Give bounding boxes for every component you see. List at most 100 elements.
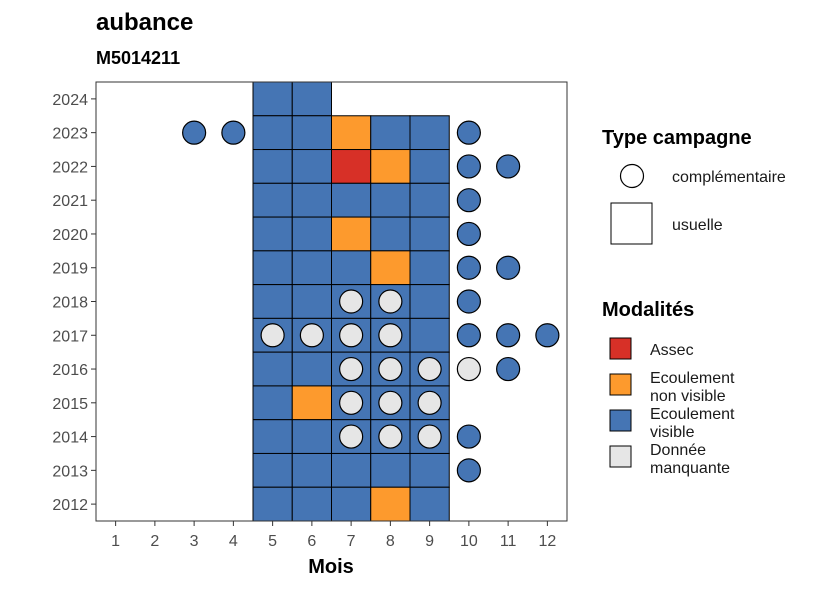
point-2015-7	[339, 390, 364, 415]
tile-2023-9	[409, 115, 450, 151]
x-tick-label-7: 7	[347, 533, 356, 550]
point-2015-9	[417, 390, 442, 415]
x-tick-label-9: 9	[425, 533, 434, 550]
x-tick-label-1: 1	[111, 533, 120, 550]
tile-2021-7	[331, 182, 372, 218]
legend-label-complementaire: complémentaire	[672, 169, 786, 186]
x-tick-label-12: 12	[538, 533, 556, 550]
y-tick-label-2019: 2019	[52, 261, 88, 278]
point-2022-10	[456, 154, 481, 179]
legend-item-donn-e-manquante: Donnée manquante	[650, 442, 730, 477]
point-2014-7	[339, 424, 364, 449]
point-2018-7	[339, 289, 364, 314]
tile-2013-6	[291, 452, 332, 488]
y-tick-label-2022: 2022	[52, 159, 88, 176]
tile-2012-9	[409, 486, 450, 522]
legend-item-assec: Assec	[650, 342, 694, 359]
tile-2022-8	[370, 149, 411, 184]
legend: Type campagne complémentaire usuelle Modali…	[602, 127, 786, 477]
legend-item-line: Donnée	[650, 442, 706, 459]
tile-2014-5	[252, 419, 293, 454]
tile-2022-5	[252, 149, 293, 184]
x-tick-label-2: 2	[150, 533, 159, 550]
legend-swatch-donn-e-manquante	[609, 445, 632, 468]
point-2017-5	[260, 323, 285, 348]
point-2017-11	[496, 323, 521, 348]
x-tick-label-3: 3	[190, 533, 199, 550]
point-2022-11	[496, 154, 521, 179]
legend-shape-complementaire	[619, 163, 645, 189]
x-tick-label-5: 5	[268, 533, 277, 550]
point-2016-8	[378, 356, 403, 382]
y-tick-label-2023: 2023	[52, 126, 88, 143]
point-2020-10	[456, 221, 481, 247]
tile-2016-6	[291, 351, 332, 387]
tile-2022-7	[331, 149, 372, 184]
tile-2014-6	[291, 419, 332, 454]
tile-2012-7	[331, 486, 372, 522]
point-2019-10	[456, 255, 481, 280]
legend-type-title: Type campagne	[602, 127, 752, 149]
y-tick-label-2018: 2018	[52, 295, 88, 312]
chart-title: aubance	[96, 9, 193, 36]
point-2023-10	[456, 120, 481, 145]
tile-2015-5	[252, 385, 293, 421]
legend-item-line: visible	[650, 424, 695, 441]
tile-2020-6	[291, 216, 332, 252]
legend-item-line: Ecoulement	[650, 370, 735, 387]
tile-2022-9	[409, 149, 450, 184]
tile-2024-5	[252, 81, 293, 117]
tile-2021-9	[409, 182, 450, 218]
tile-2012-6	[291, 486, 332, 522]
point-2017-12	[535, 323, 560, 348]
point-2018-8	[378, 289, 403, 314]
tile-2012-8	[370, 486, 411, 522]
y-tick-label-2016: 2016	[52, 362, 88, 379]
tile-2016-5	[252, 351, 293, 387]
x-tick-label-11: 11	[500, 533, 517, 550]
point-2018-10	[456, 289, 481, 314]
tile-2012-5	[252, 486, 293, 522]
y-tick-label-2020: 2020	[52, 227, 88, 244]
legend-item-line: manquante	[650, 460, 730, 477]
legend-item-ecoulement-visible: Ecoulement visible	[650, 406, 735, 441]
legend-item-ecoulement-non-visible: Ecoulement non visible	[650, 370, 735, 405]
point-2016-10	[456, 356, 481, 382]
point-2015-8	[378, 390, 403, 415]
point-2021-10	[456, 188, 481, 213]
tile-2019-6	[291, 250, 332, 286]
chart-subtitle: M5014211	[96, 48, 180, 68]
point-2014-8	[378, 424, 403, 449]
tile-2013-9	[409, 452, 450, 488]
point-2016-11	[496, 356, 521, 382]
tile-2020-5	[252, 216, 293, 252]
tile-2013-7	[331, 452, 372, 488]
legend-swatch-assec	[609, 337, 632, 360]
tile-2019-9	[409, 250, 450, 286]
point-2019-11	[496, 255, 521, 280]
tile-2021-6	[291, 182, 332, 218]
tile-2019-5	[252, 250, 293, 286]
tile-2022-6	[291, 149, 332, 184]
y-tick-label-2014: 2014	[52, 430, 88, 447]
tile-2013-5	[252, 452, 293, 488]
tile-2015-6	[291, 385, 332, 421]
point-2014-10	[456, 424, 481, 449]
tile-2018-5	[252, 284, 293, 319]
point-2017-6	[299, 323, 324, 348]
legend-modalites-title: Modalités	[602, 299, 694, 321]
y-tick-label-2024: 2024	[52, 92, 88, 109]
legend-shape-usuelle	[610, 202, 653, 245]
tile-2023-5	[252, 115, 293, 151]
point-2016-7	[339, 356, 364, 382]
tile-2023-6	[291, 115, 332, 151]
tile-2013-8	[370, 452, 411, 488]
tile-2023-7	[331, 115, 372, 151]
point-2017-10	[456, 323, 481, 348]
point-2014-9	[417, 424, 442, 449]
y-tick-label-2017: 2017	[52, 328, 88, 345]
point-2023-3	[182, 120, 207, 145]
tile-2019-7	[331, 250, 372, 286]
tile-2017-9	[409, 317, 450, 353]
